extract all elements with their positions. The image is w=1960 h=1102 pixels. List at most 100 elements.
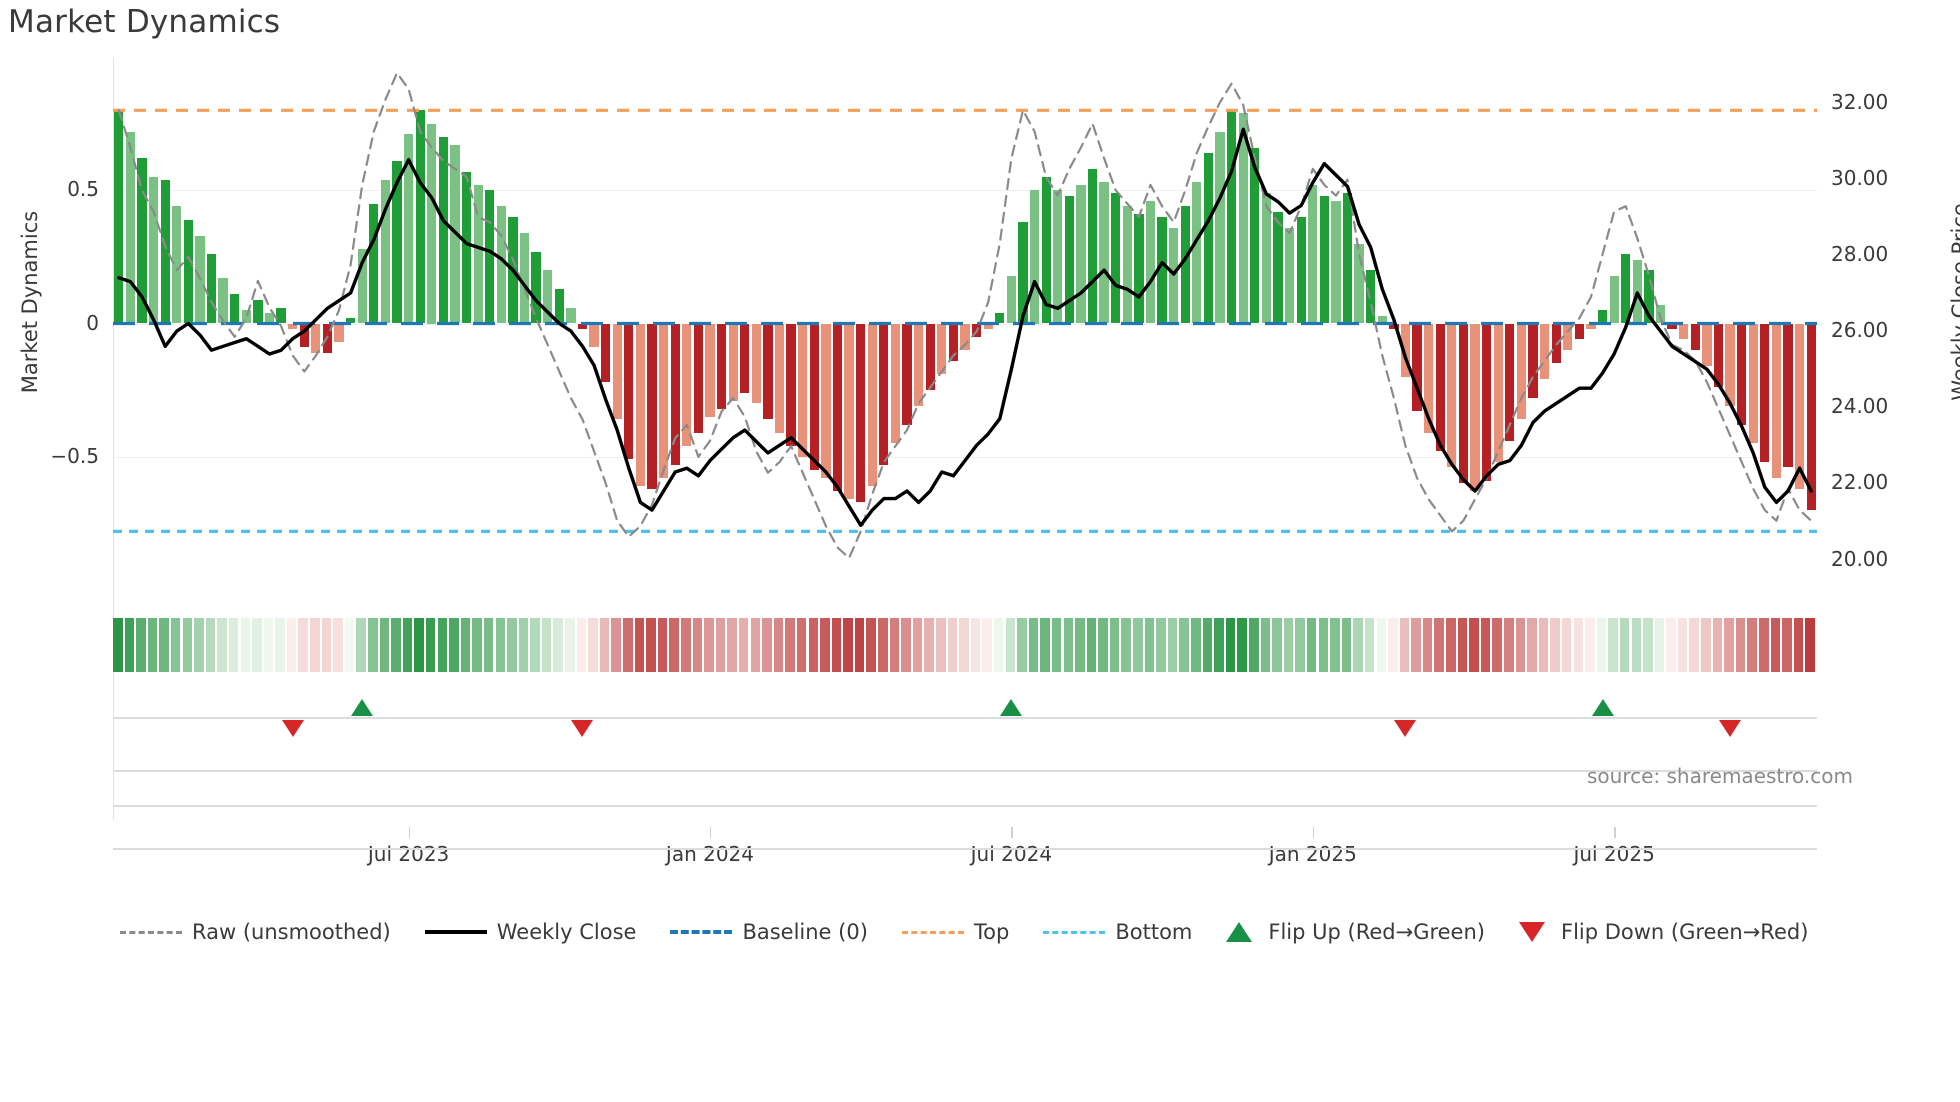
y-axis-left-label-text: Market Dynamics [18, 210, 42, 394]
legend-item-2[interactable]: Baseline (0) [670, 920, 868, 944]
y-right-tick-2: 28.00 [1831, 241, 1889, 266]
market-dynamics-bar [1702, 323, 1712, 367]
market-dynamics-bar [114, 110, 124, 324]
heatmap-cell [1434, 618, 1444, 672]
heatmap-cell [1631, 618, 1642, 672]
market-dynamics-bar [369, 203, 379, 324]
heatmap-cell [1550, 618, 1560, 672]
heatmap-cell [646, 618, 656, 672]
market-dynamics-bar [983, 323, 993, 329]
heatmap-cell [1341, 618, 1352, 672]
market-dynamics-bar [1760, 323, 1770, 463]
lower-rule-3 [113, 848, 1817, 850]
heatmap-cell [170, 618, 181, 672]
heatmap-cell [1573, 618, 1584, 672]
heatmap-cell [1596, 618, 1607, 672]
market-dynamics-bar [879, 323, 889, 465]
market-dynamics-bar [1331, 200, 1341, 324]
heatmap-cell [1446, 618, 1456, 672]
heatmap-cell [936, 618, 946, 672]
heatmap-cell [762, 618, 772, 672]
market-dynamics-bar [253, 299, 263, 324]
heatmap-cell [1805, 618, 1815, 672]
market-dynamics-bar [1644, 270, 1654, 324]
gridline-2 [113, 457, 1817, 458]
market-dynamics-bar [682, 323, 692, 447]
y-right-tick-3: 26.00 [1831, 318, 1889, 343]
market-dynamics-bar [1458, 323, 1469, 484]
market-dynamics-bar [322, 323, 333, 353]
flip-down-marker [1719, 720, 1742, 737]
market-dynamics-bar [415, 110, 425, 324]
heatmap-cell [507, 618, 517, 672]
market-dynamics-bar [1250, 147, 1260, 324]
market-dynamics-bar [751, 323, 761, 404]
market-dynamics-bar [1794, 323, 1805, 489]
market-dynamics-bar [1806, 323, 1816, 511]
heatmap-cell [727, 618, 737, 672]
heatmap-cell [947, 618, 958, 672]
market-dynamics-bar [299, 323, 309, 348]
market-dynamics-bar [1169, 227, 1179, 324]
market-dynamics-bar [1597, 310, 1608, 324]
market-dynamics-bar [1737, 323, 1747, 425]
x-axis-tick-label-1: Jan 2024 [665, 842, 755, 866]
heatmap-cell [750, 618, 761, 672]
legend-item-3[interactable]: Top [901, 920, 1010, 944]
legend-item-4[interactable]: Bottom [1043, 920, 1192, 944]
market-dynamics-bar [1087, 168, 1098, 324]
market-dynamics-bar [1551, 323, 1561, 364]
market-dynamics-bar [1516, 323, 1527, 420]
heatmap-cell [437, 618, 448, 672]
heatmap-cell [1179, 618, 1189, 672]
heatmap-cell [298, 618, 308, 672]
lower-rule-2 [113, 805, 1817, 807]
market-dynamics-bar [1180, 206, 1190, 324]
market-dynamics-bar [519, 232, 530, 324]
market-dynamics-bar [1006, 275, 1016, 324]
market-dynamics-bar [1145, 200, 1156, 324]
flip-down-icon [1518, 922, 1545, 942]
market-dynamics-bar [1377, 315, 1387, 324]
market-dynamics-bar [334, 323, 344, 343]
heatmap-cell [796, 618, 807, 672]
heatmap-cell [1561, 618, 1572, 672]
y-right-tick-5: 22.00 [1831, 470, 1889, 495]
legend-item-0[interactable]: Raw (unsmoothed) [120, 920, 391, 944]
heatmap-cell [1480, 618, 1491, 672]
heatmap-cell [182, 618, 193, 672]
market-dynamics-bar [716, 323, 727, 409]
heatmap-cell [843, 618, 853, 672]
heatmap-cell [449, 618, 459, 672]
market-dynamics-bar [1018, 222, 1028, 324]
market-dynamics-bar [1064, 195, 1074, 324]
legend-item-1[interactable]: Weekly Close [424, 920, 636, 944]
market-dynamics-bar [438, 136, 448, 324]
heatmap-cell [681, 618, 691, 672]
market-dynamics-bar [786, 323, 796, 447]
flip-up-marker [1000, 699, 1023, 716]
y-right-tick-6: 20.00 [1831, 546, 1889, 571]
market-dynamics-bar [1134, 214, 1144, 324]
market-dynamics-bar [1157, 216, 1167, 324]
legend-item-5[interactable]: Flip Up (Red→Green) [1226, 920, 1485, 944]
heatmap-cell [1643, 618, 1653, 672]
heatmap-cell [1121, 618, 1131, 672]
x-axis-tick-label-0: Jul 2023 [367, 842, 450, 866]
heatmap-cell [472, 618, 482, 672]
heatmap-cell [1457, 618, 1468, 672]
legend-item-6[interactable]: Flip Down (Green→Red) [1518, 920, 1809, 944]
market-dynamics-bar [1470, 323, 1480, 492]
market-dynamics-bar [1308, 184, 1318, 324]
heatmap-cell [878, 618, 888, 672]
page-title: Market Dynamics [8, 4, 281, 40]
market-dynamics-bar [311, 323, 321, 353]
heatmap-cell [669, 618, 679, 672]
market-dynamics-bar [427, 123, 437, 324]
market-dynamics-bar [1238, 112, 1248, 324]
legend-label: Top [973, 920, 1010, 944]
market-dynamics-bar [241, 310, 251, 324]
market-dynamics-bar [1481, 323, 1492, 481]
market-dynamics-bar [809, 323, 819, 471]
legend-label: Flip Down (Green→Red) [1560, 920, 1809, 944]
